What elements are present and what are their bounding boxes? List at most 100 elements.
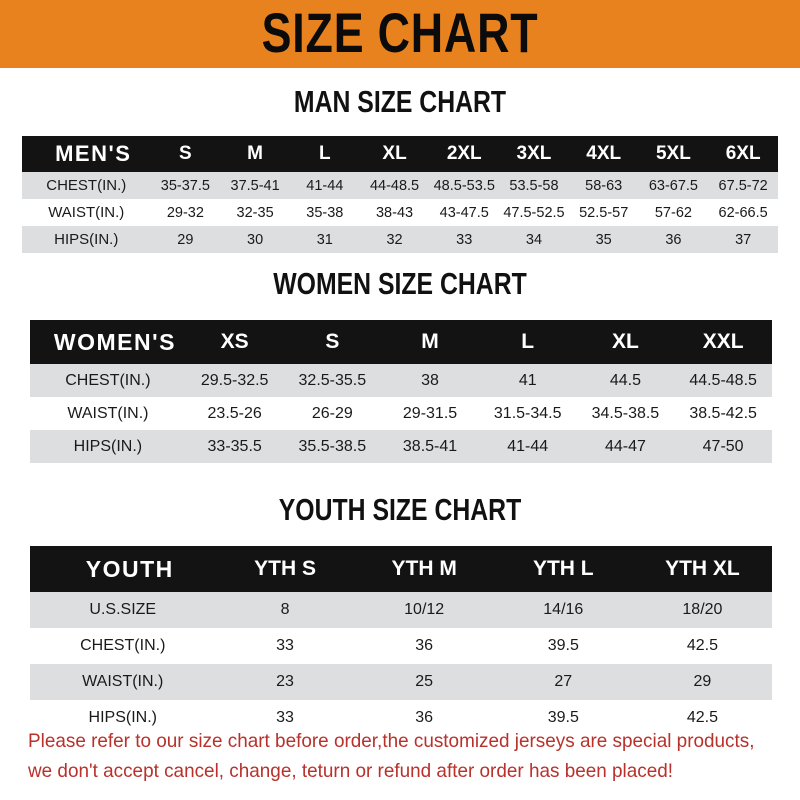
youth-waist-m: 25 [354, 664, 494, 700]
men-column-header-l: L [289, 136, 360, 172]
men-waist-s: 29-32 [150, 199, 221, 226]
women-chest-xs: 29.5-32.5 [185, 364, 284, 397]
men-chest-l: 41-44 [289, 172, 360, 199]
men-hips-4xl: 35 [568, 226, 639, 253]
men-chest-m: 37.5-41 [220, 172, 290, 199]
women-waist-m: 29-31.5 [381, 397, 479, 430]
women-row-label-hips: HIPS(IN.) [30, 430, 186, 463]
women-waist-xxl: 38.5-42.5 [674, 397, 772, 430]
women-hips-l: 41-44 [478, 430, 577, 463]
men-waist-5xl: 57-62 [638, 199, 709, 226]
youth-waist-l: 27 [493, 664, 633, 700]
table-row: WAIST(IN.) 29-32 32-35 35-38 38-43 43-47… [22, 199, 778, 226]
youth-ussize-l: 14/16 [493, 592, 633, 628]
men-chest-xl: 44-48.5 [359, 172, 430, 199]
youth-row-label-hips: HIPS(IN.) [30, 700, 216, 736]
women-chest-xxl: 44.5-48.5 [674, 364, 772, 397]
men-hips-2xl: 33 [429, 226, 500, 253]
men-column-header-2xl: 2XL [429, 136, 500, 172]
men-chest-2xl: 48.5-53.5 [429, 172, 500, 199]
women-column-header-xl: XL [576, 320, 675, 364]
footer-disclaimer-line-2: we don't accept cancel, change, teturn o… [28, 760, 674, 782]
women-column-header-xs: XS [185, 320, 284, 364]
table-row: HIPS(IN.) 33 36 39.5 42.5 [30, 700, 772, 736]
women-chest-l: 41 [478, 364, 577, 397]
youth-column-header-m: YTH M [354, 546, 494, 592]
youth-hips-l: 39.5 [493, 700, 633, 736]
youth-column-header-xl: YTH XL [632, 546, 772, 592]
men-waist-2xl: 43-47.5 [429, 199, 500, 226]
youth-hips-xl: 42.5 [632, 700, 772, 736]
men-waist-6xl: 62-66.5 [708, 199, 778, 226]
men-column-header-s: S [150, 136, 221, 172]
men-chest-3xl: 53.5-58 [499, 172, 569, 199]
men-section-title: MAN SIZE CHART [293, 84, 507, 119]
youth-chest-l: 39.5 [493, 628, 633, 664]
men-hips-6xl: 37 [708, 226, 778, 253]
men-column-header-xl: XL [359, 136, 430, 172]
men-chest-6xl: 67.5-72 [708, 172, 778, 199]
men-waist-3xl: 47.5-52.5 [499, 199, 569, 226]
women-hips-s: 35.5-38.5 [283, 430, 382, 463]
men-hips-l: 31 [289, 226, 360, 253]
women-hips-xl: 44-47 [576, 430, 675, 463]
youth-row-label-chest: CHEST(IN.) [30, 628, 216, 664]
youth-table-header: YOUTH YTH S YTH M YTH L YTH XL [30, 546, 772, 592]
table-row: CHEST(IN.) 29.5-32.5 32.5-35.5 38 41 44.… [30, 364, 772, 397]
table-header-row: WOMEN'S XS S M L XL XXL [30, 320, 772, 364]
men-table-body: CHEST(IN.) 35-37.5 37.5-41 41-44 44-48.5… [22, 172, 778, 253]
men-row-label-waist: WAIST(IN.) [22, 199, 151, 226]
men-hips-xl: 32 [359, 226, 430, 253]
women-waist-s: 26-29 [283, 397, 382, 430]
men-row-label-chest: CHEST(IN.) [22, 172, 151, 199]
youth-column-header-l: YTH L [493, 546, 633, 592]
women-row-label-waist: WAIST(IN.) [30, 397, 186, 430]
men-hips-m: 30 [220, 226, 290, 253]
men-waist-xl: 38-43 [359, 199, 430, 226]
youth-chest-m: 36 [354, 628, 494, 664]
women-table-body: CHEST(IN.) 29.5-32.5 32.5-35.5 38 41 44.… [30, 364, 772, 463]
men-table-header: MEN'S S M L XL 2XL 3XL 4XL 5XL 6XL [22, 136, 778, 172]
men-chest-4xl: 58-63 [568, 172, 639, 199]
women-table-header: WOMEN'S XS S M L XL XXL [30, 320, 772, 364]
men-chest-5xl: 63-67.5 [638, 172, 709, 199]
table-header-row: YOUTH YTH S YTH M YTH L YTH XL [30, 546, 772, 592]
women-column-header-s: S [283, 320, 382, 364]
men-waist-4xl: 52.5-57 [568, 199, 639, 226]
men-column-header-5xl: 5XL [638, 136, 709, 172]
youth-row-label-ussize: U.S.SIZE [30, 592, 216, 628]
men-waist-l: 35-38 [289, 199, 360, 226]
women-chest-xl: 44.5 [576, 364, 675, 397]
women-hips-xxl: 47-50 [674, 430, 772, 463]
men-hips-3xl: 34 [499, 226, 569, 253]
page-title: SIZE CHART [261, 1, 539, 64]
women-hips-xs: 33-35.5 [185, 430, 284, 463]
men-corner-label: MEN'S [22, 136, 151, 172]
women-hips-m: 38.5-41 [381, 430, 479, 463]
men-chest-s: 35-37.5 [150, 172, 221, 199]
men-column-header-m: M [220, 136, 290, 172]
women-column-header-xxl: XXL [674, 320, 772, 364]
table-row: CHEST(IN.) 35-37.5 37.5-41 41-44 44-48.5… [22, 172, 778, 199]
youth-ussize-s: 8 [215, 592, 355, 628]
table-row: WAIST(IN.) 23 25 27 29 [30, 664, 772, 700]
youth-row-label-waist: WAIST(IN.) [30, 664, 216, 700]
men-column-header-6xl: 6XL [708, 136, 778, 172]
youth-ussize-m: 10/12 [354, 592, 494, 628]
table-row: WAIST(IN.) 23.5-26 26-29 29-31.5 31.5-34… [30, 397, 772, 430]
women-chest-s: 32.5-35.5 [283, 364, 382, 397]
youth-corner-label: YOUTH [30, 546, 216, 592]
table-row: U.S.SIZE 8 10/12 14/16 18/20 [30, 592, 772, 628]
table-header-row: MEN'S S M L XL 2XL 3XL 4XL 5XL 6XL [22, 136, 778, 172]
youth-ussize-xl: 18/20 [632, 592, 772, 628]
men-hips-s: 29 [150, 226, 221, 253]
youth-hips-s: 33 [215, 700, 355, 736]
table-row: CHEST(IN.) 33 36 39.5 42.5 [30, 628, 772, 664]
women-corner-label: WOMEN'S [30, 320, 186, 364]
men-column-header-4xl: 4XL [568, 136, 639, 172]
men-size-table: MEN'S S M L XL 2XL 3XL 4XL 5XL 6XL CHEST… [22, 136, 778, 253]
footer-disclaimer: Please refer to our size chart before or… [28, 726, 757, 786]
youth-chest-s: 33 [215, 628, 355, 664]
women-size-table: WOMEN'S XS S M L XL XXL CHEST(IN.) 29.5-… [30, 320, 772, 463]
